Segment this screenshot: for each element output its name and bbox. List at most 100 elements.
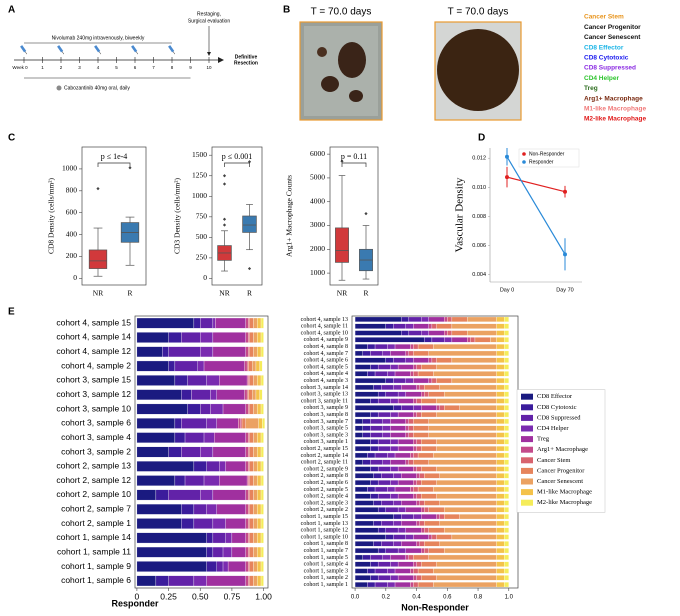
- y-tick-label: cohort 1, sample 3: [304, 568, 348, 574]
- bar-segment: [405, 391, 422, 397]
- bar-segment: [354, 398, 371, 404]
- bar-segment: [136, 432, 176, 443]
- bar-segment: [248, 475, 250, 486]
- bar-segment: [354, 357, 386, 363]
- bar-segment: [212, 346, 246, 358]
- bar-segment: [439, 473, 497, 479]
- bar-segment: [248, 561, 250, 572]
- outlier: [222, 174, 227, 178]
- bar-segment: [362, 554, 371, 560]
- syringe-icon: [168, 45, 176, 55]
- bar-segment: [252, 389, 257, 401]
- syringe-body: [168, 45, 175, 53]
- y-tick-label: cohort 2, sample 6: [304, 480, 348, 486]
- syringe-needle: [98, 51, 102, 55]
- x-tick-label: 0.8: [474, 595, 483, 601]
- bar-segment: [354, 473, 374, 479]
- bar-segment: [408, 432, 414, 438]
- bar-segment: [393, 500, 402, 506]
- y-tick-label: cohort 3, sample 9: [304, 405, 348, 411]
- bar-segment: [496, 548, 505, 554]
- bar-segment: [496, 364, 505, 370]
- bar-segment: [390, 439, 399, 445]
- y-tick-label: cohort 3, sample 10: [56, 403, 131, 413]
- bar-segment: [504, 493, 509, 499]
- bar-segment: [428, 316, 445, 322]
- bar-segment: [401, 384, 417, 390]
- bar-segment: [397, 439, 414, 445]
- y-axis-title: CD8 Density (cells/mm²): [47, 178, 56, 254]
- bar-segment: [257, 575, 262, 587]
- bar-segment: [496, 398, 505, 404]
- bar-segment: [374, 486, 388, 492]
- bar-segment: [390, 364, 399, 370]
- y-tick-label: cohort 3, sample 7: [304, 419, 348, 425]
- significance-bracket: [224, 162, 250, 167]
- bar-segment: [354, 480, 371, 486]
- bar-segment: [467, 316, 497, 322]
- bar-segment: [431, 323, 437, 329]
- bar-segment: [168, 360, 176, 372]
- y-tick-label: cohort 1, sample 2: [304, 575, 348, 581]
- bar-segment: [436, 466, 497, 472]
- bar-segment: [257, 518, 262, 529]
- y-tick-label: cohort 1, sample 14: [56, 532, 131, 542]
- bar-segment: [408, 350, 414, 356]
- bar-segment: [245, 332, 249, 343]
- bar-segment: [436, 412, 497, 418]
- line: [506, 156, 566, 255]
- bar-segment: [397, 480, 414, 486]
- bar-segment: [413, 425, 430, 431]
- panel-label: A: [8, 5, 15, 16]
- y-tick-label: 1000: [62, 164, 77, 173]
- bar-segment: [381, 500, 394, 506]
- cell-type-legend: Cancer Progenitor: [584, 24, 641, 31]
- bar-segment: [249, 317, 254, 329]
- bar-segment: [168, 346, 201, 358]
- bar-segment: [370, 412, 379, 418]
- bar-segment: [428, 425, 497, 431]
- bar-segment: [362, 418, 371, 424]
- y-tick-label: cohort 4, sample 5: [304, 364, 348, 370]
- bar-segment: [240, 418, 243, 429]
- bar-segment: [496, 459, 505, 465]
- bar-segment: [377, 412, 391, 418]
- syringe-icon: [57, 45, 65, 55]
- y-tick-label: 1000: [310, 268, 325, 277]
- bar-segment: [248, 317, 250, 329]
- legend-swatch: [521, 425, 533, 432]
- bar-segment: [248, 360, 253, 372]
- bar-segment: [248, 489, 250, 501]
- syringe-body: [131, 45, 138, 53]
- x-tick-label: Day 0: [500, 287, 514, 293]
- outlier: [222, 223, 227, 227]
- bar-segment: [387, 582, 396, 588]
- legend-swatch: [521, 457, 533, 464]
- x-tick-label: Day 70: [556, 287, 573, 293]
- bar-segment: [408, 330, 422, 336]
- y-tick-label: cohort 2, sample 14: [301, 453, 348, 459]
- bar-segment: [248, 375, 250, 386]
- resection-label: Definitive: [235, 54, 258, 60]
- arrow-head: [207, 52, 211, 56]
- bar-segment: [257, 346, 262, 358]
- bar-segment: [428, 548, 445, 554]
- bar-segment: [222, 546, 233, 558]
- week-label: 6: [134, 65, 137, 70]
- bar-segment: [136, 418, 176, 429]
- bar-segment: [394, 568, 411, 574]
- y-tick-label: cohort 2, sample 11: [301, 460, 348, 466]
- bar-segment: [417, 486, 434, 492]
- bar-segment: [212, 332, 246, 343]
- bar-segment: [393, 357, 406, 363]
- bar-segment: [504, 514, 509, 520]
- bar-segment: [390, 561, 399, 567]
- y-tick-label: cohort 4, sample 12: [56, 346, 131, 356]
- bar-segment: [354, 534, 386, 540]
- bar-segment: [136, 389, 182, 401]
- bar-segment: [413, 466, 417, 472]
- bar-segment: [504, 337, 509, 343]
- x-tick-label: R: [127, 289, 132, 298]
- y-tick-label: cohort 1, sample 7: [304, 548, 348, 554]
- bar-segment: [257, 317, 262, 329]
